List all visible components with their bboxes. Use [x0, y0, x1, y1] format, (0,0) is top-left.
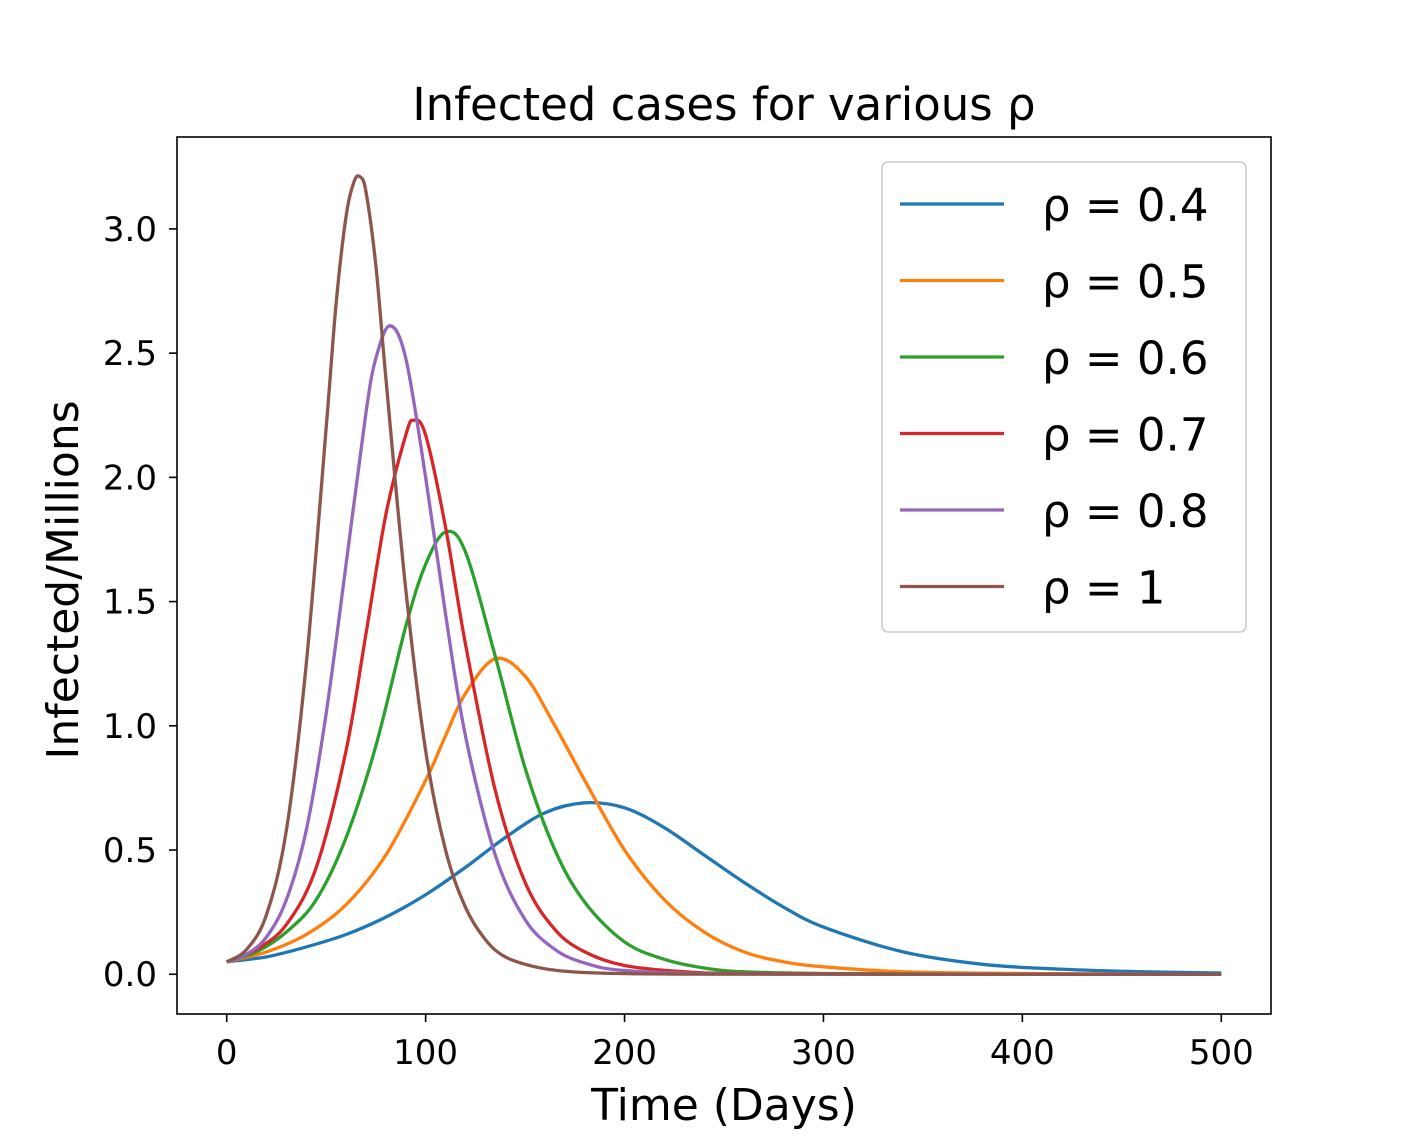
- legend-label-0: ρ = 0.4: [1042, 179, 1208, 232]
- y-tick-label: 2.5: [103, 334, 157, 374]
- y-axis: 0.0 0.5 1.0 1.5 2.0 2.5 3.0: [103, 210, 177, 995]
- y-tick-label: 0.0: [103, 955, 157, 995]
- y-tick-label: 2.0: [103, 458, 157, 498]
- x-tick-label: 100: [393, 1033, 458, 1073]
- y-tick-label: 1.0: [103, 707, 157, 747]
- x-axis: 0 100 200 300 400 500: [216, 1014, 1254, 1073]
- x-tick-label: 300: [791, 1033, 856, 1073]
- x-tick-label: 200: [592, 1033, 657, 1073]
- y-axis-label: Infected/Millions: [38, 400, 89, 759]
- y-tick-label: 1.5: [103, 583, 157, 623]
- x-axis-label: Time (Days): [590, 1080, 857, 1131]
- legend-label-3: ρ = 0.7: [1042, 409, 1208, 462]
- series-layer: [225, 174, 1222, 976]
- chart-title: Infected cases for various ρ: [412, 78, 1035, 131]
- legend-label-1: ρ = 0.5: [1042, 256, 1208, 309]
- legend: ρ = 0.4 ρ = 0.5 ρ = 0.6 ρ = 0.7 ρ = 0.8 ρ = 1: [881, 161, 1247, 633]
- x-tick-label: 500: [1189, 1033, 1254, 1073]
- y-tick-label: 3.0: [103, 210, 157, 250]
- series-line-0: [226, 800, 1222, 975]
- x-tick-label: 400: [990, 1033, 1055, 1073]
- series-line-5: [225, 174, 1222, 976]
- legend-label-2: ρ = 0.6: [1042, 332, 1208, 385]
- legend-label-4: ρ = 0.8: [1042, 485, 1208, 538]
- plot-frame: [176, 136, 1272, 1015]
- series-line-1: [226, 656, 1222, 976]
- y-tick-label: 0.5: [103, 831, 157, 871]
- x-tick-label: 0: [216, 1033, 238, 1073]
- legend-label-5: ρ = 1: [1042, 562, 1166, 615]
